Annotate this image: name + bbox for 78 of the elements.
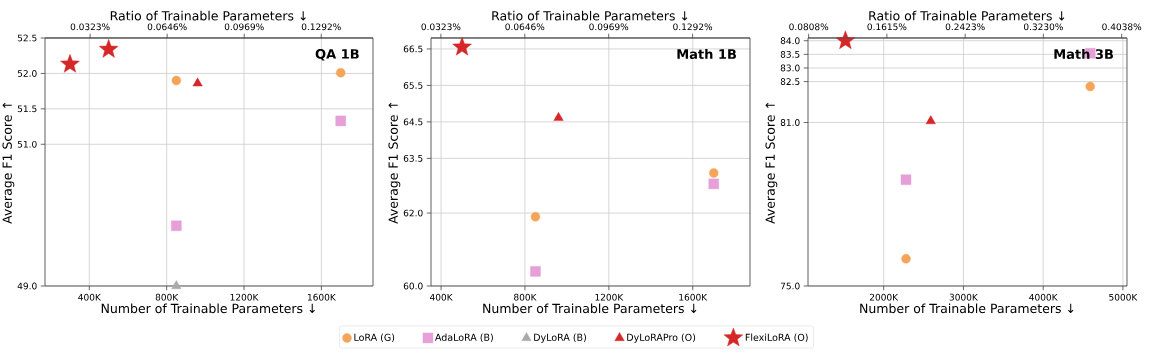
y-tick-label: 52.5 [17,34,37,42]
y-tick-label: 51.5 [17,105,37,113]
y-tick-label: 52.0 [17,70,37,77]
text: QA 1B [315,48,359,61]
x-tick-label: 4000K [1029,293,1058,301]
x-tick-label: 2000K [869,293,899,301]
y-axis-title: Average F1 Score ↑ [765,102,778,224]
x-tick-label: 5000K [1109,293,1138,301]
x-tick-label: 800K [514,293,537,301]
text: Math 3B [1054,48,1113,60]
y-axis-title: Average F1 Score ↑ [388,102,401,224]
x-tick-label: 400K [78,293,102,301]
x-tick-label: 1600K [307,293,336,301]
y-tick-label: 84.0 [780,37,800,45]
y-tick-label: 64.5 [403,118,423,126]
point [553,112,564,121]
text: Math 1B [677,48,736,60]
point [98,39,119,58]
legend-label: FlexiLoRA (O) [745,333,808,343]
point [925,115,936,125]
x-tick-label: 400K [429,293,453,301]
point [530,266,541,277]
point [60,54,80,73]
x2-tick-label: 0.1615% [867,23,907,31]
y-tick-label: 83.0 [780,64,800,72]
legend-label: AdaLoRA (B) [435,333,493,343]
x2-axis-title: Ratio of Trainable Parameters ↓ [492,10,688,21]
x-axis-title: Number of Trainable Parameters ↓ [483,303,697,314]
x2-axis-title: Ratio of Trainable Parameters ↓ [869,10,1065,21]
x-tick-label: 1200K [595,293,624,301]
y-tick-label: 75.0 [780,282,800,290]
point [192,77,203,87]
x2-tick-label: 0.0646% [505,23,545,31]
point [708,178,719,190]
point [171,75,182,86]
point [835,30,856,50]
x-tick-label: 1600K [679,293,708,301]
y-tick-label: 49.0 [17,282,37,290]
x2-tick-label: 0.0323% [421,23,461,31]
legend-label: LoRA (G) [354,333,395,343]
x-tick-label: 800K [155,293,179,301]
x2-tick-label: 0.0969% [589,23,629,31]
x2-axis-title: Ratio of Trainable Parameters ↓ [110,10,306,21]
y-tick-label: 83.5 [780,50,800,58]
x2-tick-label: 0.0808% [789,23,829,31]
point [171,220,182,231]
legend-label: DyLoRAPro (O) [627,333,696,343]
x-axis-title: Number of Trainable Parameters ↓ [860,303,1074,314]
y-axis-title: Average F1 Score ↑ [2,102,15,224]
x2-tick-label: 0.0646% [147,23,187,31]
y-tick-label: 81.0 [780,119,800,126]
point [335,115,346,127]
x2-tick-label: 0.0969% [224,23,264,31]
x2-tick-label: 0.2423% [945,23,985,31]
x2-tick-label: 0.0323% [70,23,110,31]
point [171,280,182,289]
x2-tick-label: 0.1292% [301,23,341,31]
y-tick-label: 51.0 [17,140,37,148]
legend-label: DyLoRA (B) [534,333,586,343]
x2-tick-label: 0.4038% [1102,23,1142,31]
y-tick-label: 65.5 [403,82,423,89]
point [901,254,911,264]
point [530,211,541,222]
point [709,168,719,178]
x-axis-title: Number of Trainable Parameters ↓ [101,303,315,314]
y-tick-label: 60.0 [403,282,423,290]
y-tick-label: 62.0 [403,209,423,217]
y-tick-label: 66.5 [403,45,423,53]
x-tick-label: 3000K [949,293,979,301]
x-tick-label: 1200K [230,293,259,301]
x2-tick-label: 0.1292% [673,23,713,31]
point [900,174,912,185]
point [1085,81,1095,92]
x2-tick-label: 0.3230% [1023,23,1063,31]
point [336,68,346,78]
y-tick-label: 82.5 [780,78,800,85]
point [452,36,472,56]
y-tick-label: 63.5 [403,154,423,162]
